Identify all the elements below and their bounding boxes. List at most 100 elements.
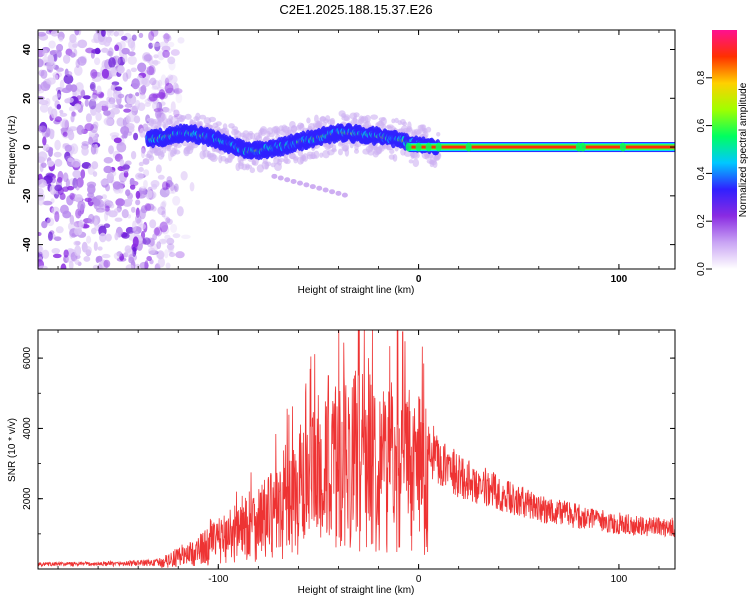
spectrogram-noise-cell xyxy=(114,86,123,91)
spectrogram-noise-cell xyxy=(109,203,115,209)
spectrogram-noise-cell xyxy=(152,233,158,241)
spectrogram-halo-cell xyxy=(246,164,253,169)
spectrogram-noise-cell xyxy=(85,113,92,123)
spectrogram-noise-cell xyxy=(59,109,64,114)
spectrogram-halo-cell xyxy=(162,147,167,154)
spectrogram-halo-cell xyxy=(290,124,298,134)
spectrogram-noise-cell xyxy=(62,131,68,137)
spectrogram-noise-cell xyxy=(81,140,90,147)
spectrogram-noise-cell xyxy=(101,253,111,259)
spectrogram-noise-cell xyxy=(135,172,144,180)
spectrogram-noise-cell xyxy=(109,132,120,138)
spectrogram-noise-cell xyxy=(144,102,151,107)
spectrogram-noise-cell xyxy=(125,189,131,197)
spectrogram-noise-cell xyxy=(116,142,127,153)
spectrogram-tone-line xyxy=(408,145,675,149)
spectrogram-noise-cell xyxy=(93,198,101,207)
spectrogram-noise-cell xyxy=(91,227,97,235)
spectrogram-noise-cell xyxy=(63,249,69,258)
spectrogram-noise-cell xyxy=(125,248,134,257)
spectrogram-noise-cell xyxy=(117,93,125,99)
spectrogram-noise-cell xyxy=(38,125,43,131)
spectrogram-noise-cell xyxy=(170,223,178,233)
spectrogram-noise-cell xyxy=(74,30,80,36)
spectrogram-noise-cell xyxy=(142,158,150,165)
spectrogram-noise-cell xyxy=(69,192,75,200)
spectrogram-noise-cell xyxy=(95,195,103,200)
colorbar-label: Normalized spectral amplitude xyxy=(738,82,749,217)
spectrogram-noise-cell xyxy=(174,89,180,94)
spectrogram-noise-cell xyxy=(146,256,152,262)
spectrogram-noise-cell xyxy=(92,171,98,177)
spectrogram-noise-cell xyxy=(38,187,44,197)
spectrogram-noise-cell xyxy=(129,177,135,186)
spectrogram-noise-cell xyxy=(66,97,74,103)
spectrogram-streak-cell xyxy=(316,185,323,191)
spectrogram-noise-cell xyxy=(74,194,83,203)
spectrogram-noise-cell xyxy=(121,47,130,55)
spectrogram-noise-cell xyxy=(153,227,160,236)
spectrogram-noise-cell xyxy=(67,157,74,163)
spectrogram-halo-cell xyxy=(175,142,182,149)
spectrogram-noise-cell xyxy=(103,110,111,116)
spectrogram-noise-cell xyxy=(54,211,60,223)
spectrogram-noise-cell xyxy=(159,41,169,48)
spectrogram-noise-cell xyxy=(83,222,88,229)
spectrogram-noise-cell xyxy=(131,78,140,90)
spectrogram-noise-cell xyxy=(42,200,53,206)
spectrogram-halo-cell xyxy=(302,153,309,162)
spectrogram-noise-cell xyxy=(93,218,98,227)
spectrogram-noise-cell xyxy=(108,66,118,73)
spectrogram-noise-cell xyxy=(176,206,184,217)
spectrogram-noise-cell xyxy=(167,74,174,81)
spectrogram-halo-cell xyxy=(148,155,155,162)
spectrogram-noise-cell xyxy=(49,50,56,56)
spectrogram-noise-cell xyxy=(135,263,141,269)
spectrogram-noise-cell xyxy=(95,112,102,122)
spectrogram-noise-cell xyxy=(173,88,183,94)
spectrogram-noise-cell xyxy=(164,82,174,94)
spectrogram-noise-cell xyxy=(129,184,136,190)
spectrogram-noise-cell xyxy=(153,54,159,59)
spectrogram-halo-cell xyxy=(402,121,408,127)
spectrogram-noise-cell xyxy=(75,208,82,219)
spectrogram-noise-cell xyxy=(139,223,146,230)
spectrogram-noise-cell xyxy=(38,196,45,206)
spectrogram-halo-cell xyxy=(252,157,259,166)
spectrogram-noise-cell xyxy=(151,60,161,65)
spectrogram-noise-cell xyxy=(87,184,96,195)
spectrogram-noise-cell xyxy=(144,203,152,212)
spectrogram-halo-cell xyxy=(436,131,441,137)
spectrogram-halo-cell xyxy=(408,159,414,164)
spectrogram-noise-cell xyxy=(54,116,62,123)
spectrogram-noise-cell xyxy=(61,87,72,94)
spectrogram-noise-cell xyxy=(156,250,165,260)
spectrogram-halo-cell xyxy=(184,113,192,120)
spectrogram-noise-cell xyxy=(75,59,80,69)
spectrogram-noise-cell xyxy=(121,209,129,219)
spectrogram-noise-cell xyxy=(125,198,133,203)
spectrogram-noise-cell xyxy=(64,144,73,153)
spectrogram-noise-cell xyxy=(76,95,82,100)
spectrogram-noise-cell xyxy=(62,210,72,219)
spectrogram-noise-cell xyxy=(173,109,180,118)
spectrogram-noise-cell xyxy=(149,77,157,86)
spectrogram-noise-cell xyxy=(113,31,119,37)
spectrogram-noise-cell xyxy=(123,108,132,113)
spectrogram-x-tick-label: -100 xyxy=(208,274,228,285)
spectrogram-noise-cell xyxy=(70,114,75,123)
spectrogram-noise-cell xyxy=(96,255,103,262)
spectrogram-noise-cell xyxy=(42,143,50,152)
spectrogram-halo-cell xyxy=(394,117,399,124)
spectrogram-y-tick-label: 20 xyxy=(22,92,33,104)
spectrogram-noise-cell xyxy=(121,232,130,239)
spectrogram-streak-cell xyxy=(297,180,304,186)
spectrogram-noise-cell xyxy=(158,238,167,245)
spectrogram-noise-cell xyxy=(106,30,112,37)
spectrogram-noise-cell xyxy=(161,238,167,244)
spectrogram-noise-cell xyxy=(62,172,69,183)
spectrogram-noise-cell xyxy=(54,236,62,242)
spectrogram-tone-blip xyxy=(415,142,422,152)
spectrogram-noise-cell xyxy=(172,195,181,206)
spectrogram-noise-cell xyxy=(46,127,51,138)
